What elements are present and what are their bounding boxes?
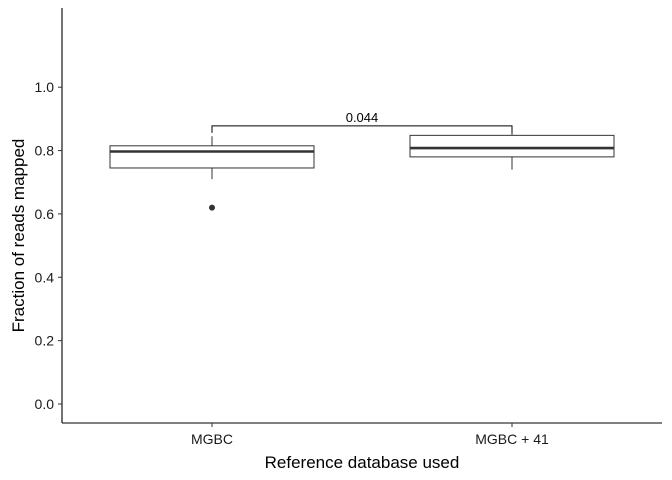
p-value-label: 0.044 — [346, 110, 379, 125]
y-tick-label: 0.2 — [35, 333, 55, 349]
y-axis-title: Fraction of reads mapped — [9, 139, 28, 333]
box-group — [109, 136, 315, 211]
outlier-point — [209, 204, 215, 211]
x-axis-title: Reference database used — [265, 453, 460, 472]
box-group — [409, 131, 615, 170]
box-iqr — [109, 145, 315, 169]
box-iqr — [409, 134, 615, 158]
y-axis-ticks: 0.0 0.2 0.4 0.6 0.8 1.0 — [35, 79, 62, 412]
x-axis-ticks: MGBC MGBC + 41 — [191, 423, 549, 447]
x-tick-label: MGBC + 41 — [475, 431, 549, 447]
x-tick-label: MGBC — [191, 431, 233, 447]
y-tick-label: 0.4 — [35, 269, 55, 285]
y-tick-label: 1.0 — [35, 79, 55, 95]
y-tick-label: 0.0 — [35, 396, 55, 412]
bracket-line — [211, 125, 513, 133]
y-tick-label: 0.6 — [35, 206, 55, 222]
plot-area: 0.044 — [109, 110, 615, 211]
y-tick-label: 0.8 — [35, 143, 55, 159]
significance-bracket: 0.044 — [211, 110, 513, 133]
